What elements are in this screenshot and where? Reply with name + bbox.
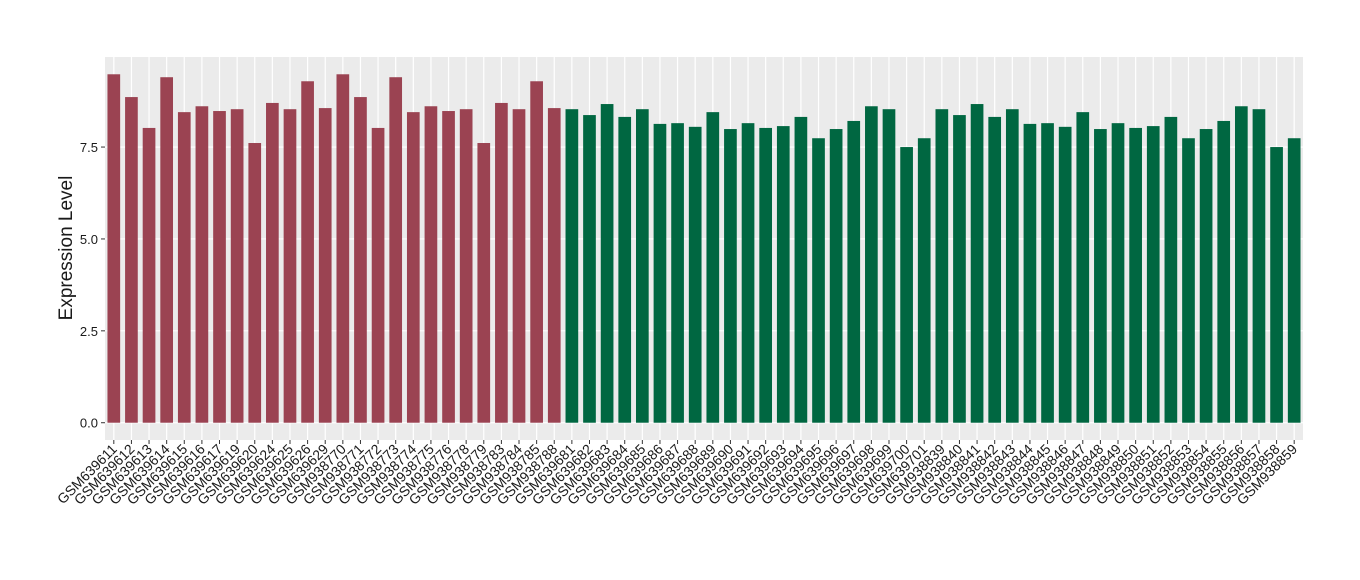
bar xyxy=(142,127,156,423)
bar xyxy=(829,129,843,423)
bar xyxy=(301,81,314,423)
bar xyxy=(653,123,667,423)
bar xyxy=(160,77,174,423)
bar xyxy=(618,116,632,423)
bar xyxy=(565,109,579,423)
bar xyxy=(1094,129,1107,423)
bar xyxy=(1023,123,1037,423)
bar xyxy=(1129,127,1142,423)
bar xyxy=(1287,138,1301,423)
bar xyxy=(635,109,649,423)
y-tick-label: 5.0 xyxy=(80,232,98,247)
bar xyxy=(230,109,244,423)
bar xyxy=(336,74,350,423)
bar xyxy=(477,143,491,423)
bar xyxy=(1234,106,1248,423)
bar xyxy=(1041,123,1054,423)
bar xyxy=(900,147,913,423)
bar xyxy=(1270,147,1283,423)
bar xyxy=(495,102,508,423)
bar xyxy=(794,116,808,423)
bar xyxy=(248,143,262,423)
bar xyxy=(1199,129,1213,423)
y-tick-label: 7.5 xyxy=(80,140,98,155)
bar xyxy=(1111,123,1125,423)
bar xyxy=(1058,126,1072,423)
bar xyxy=(389,77,403,423)
bar xyxy=(371,127,385,423)
bar xyxy=(1217,120,1231,423)
bar xyxy=(1252,109,1266,423)
bar xyxy=(812,138,825,423)
bar xyxy=(283,109,297,423)
bar xyxy=(935,109,949,423)
bar xyxy=(671,123,684,423)
y-axis-label: Expression Level xyxy=(56,176,77,321)
bar xyxy=(213,111,226,423)
bar xyxy=(107,74,121,423)
bar xyxy=(882,109,896,423)
bar xyxy=(530,81,543,423)
bar xyxy=(125,97,138,423)
y-tick-label: 0.0 xyxy=(80,416,98,431)
bar xyxy=(724,129,737,423)
bar xyxy=(706,112,720,423)
bar xyxy=(1164,116,1178,423)
bar xyxy=(988,116,1002,423)
bar xyxy=(600,104,614,423)
bar xyxy=(1076,112,1090,423)
bar xyxy=(195,106,209,423)
bar xyxy=(741,123,755,423)
bar xyxy=(1005,109,1019,423)
bar xyxy=(953,115,966,423)
bar xyxy=(583,115,596,423)
bar xyxy=(1182,138,1195,423)
bar xyxy=(776,126,790,423)
bar xyxy=(688,126,702,423)
bar xyxy=(459,109,473,423)
bar xyxy=(177,112,191,423)
bar xyxy=(865,106,878,423)
bar xyxy=(442,111,455,423)
bar xyxy=(406,112,420,423)
bar xyxy=(917,138,931,423)
bar xyxy=(759,127,773,423)
bar xyxy=(1146,126,1160,423)
bar xyxy=(970,104,984,423)
y-tick-label: 2.5 xyxy=(80,324,98,339)
bar xyxy=(318,108,332,423)
bar xyxy=(512,109,526,423)
bar xyxy=(547,108,561,423)
bar xyxy=(424,106,438,423)
bar xyxy=(266,102,279,423)
bar xyxy=(847,120,861,423)
bar xyxy=(354,97,367,423)
